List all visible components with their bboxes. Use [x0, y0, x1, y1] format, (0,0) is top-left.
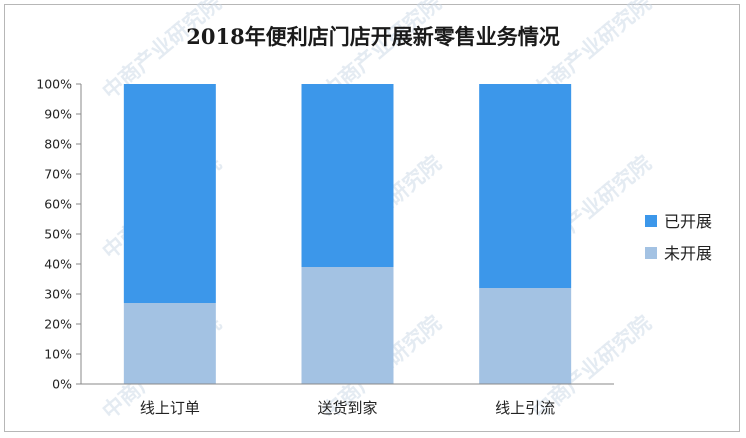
- bar-segment: [123, 84, 216, 303]
- y-tick-label: 30%: [44, 287, 72, 302]
- y-tick-label: 80%: [44, 137, 72, 152]
- legend-swatch: [645, 247, 657, 259]
- x-category-label: 送货到家: [317, 399, 377, 417]
- bar-segment: [301, 267, 394, 384]
- y-axis: 0% 10% 20% 30% 40% 50% 60% 70% 80% 90% 100%: [36, 77, 82, 392]
- y-tick-label: 50%: [44, 227, 72, 242]
- y-tick-label: 70%: [44, 167, 72, 182]
- y-tick-label: 100%: [36, 77, 72, 92]
- bars: [123, 84, 572, 384]
- x-category-label: 线上引流: [495, 399, 555, 417]
- bar-segment: [301, 84, 394, 267]
- legend-label: 未开展: [664, 244, 712, 263]
- legend-swatch: [645, 215, 657, 227]
- x-axis: 线上订单 送货到家 线上引流: [81, 383, 614, 417]
- x-category-label: 线上订单: [140, 399, 200, 417]
- legend-label: 已开展: [664, 212, 712, 231]
- y-tick-label: 40%: [44, 257, 72, 272]
- bar-segment: [479, 84, 572, 288]
- bar-segment: [479, 288, 572, 384]
- y-tick-label: 0%: [52, 377, 72, 392]
- bar-segment: [123, 303, 216, 384]
- y-tick-label: 90%: [44, 107, 72, 122]
- chart-title: 2018年便利店门店开展新零售业务情况: [186, 24, 559, 49]
- y-tick-label: 10%: [44, 347, 72, 362]
- y-tick-label: 20%: [44, 317, 72, 332]
- y-tick-label: 60%: [44, 197, 72, 212]
